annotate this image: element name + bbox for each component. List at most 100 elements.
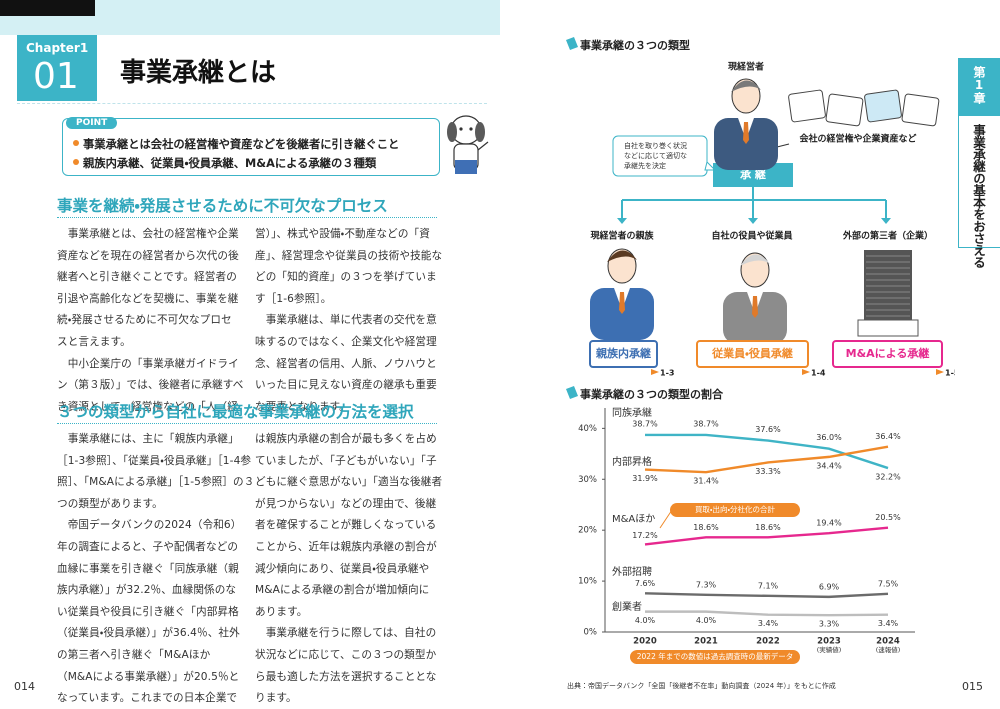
text-line: 中小企業庁の「事業承継ガイドライ [57,357,239,370]
value-label: 36.0% [816,433,842,442]
text-line: M&Aによる承継の割合が増加傾向に [255,584,430,597]
series-line [644,526,889,546]
ref-label: 1-4 [811,369,826,378]
source: 出典：帝国データバンク「全国「後継者不在率」動向調査（2024 年）」をもとに作… [567,681,836,690]
callout-text: 承継先を決定 [624,161,666,170]
text-line: 事業承継とは、会社の経営権や企業 [57,228,239,240]
title-icon [566,386,578,399]
value-label: 7.5% [878,579,899,588]
type-box [589,340,658,368]
annotation-box [670,503,800,517]
point-label: POINT [66,117,118,129]
side-tab-chapter: 第1章 [972,66,986,104]
callout-text: 自社を取り巻く状況 [624,141,687,150]
value-label: 7.1% [758,581,779,590]
x-tick-label: 2020 [633,637,657,647]
text-line: ン（第３版）」では、後継者に承継すべ [57,379,244,392]
side-tab-head [958,58,1000,116]
type-label: 従業員・役員承継 [711,346,793,360]
value-label: 37.6% [755,425,781,434]
text-line: ことから、近年は親族内承継の割合が [255,541,437,553]
value-label: 3.3% [819,620,840,629]
value-label: 34.4% [816,461,842,470]
figures: 事業承継の３つの類型 現経営者 会社の経営権や企業資産など 自社を取り巻く状況 … [566,37,955,690]
type-label: M&Aによる承継 [846,346,930,360]
chart-title: 事業承継の３つの類型の割合 [580,387,724,401]
value-label: 7.6% [635,579,656,588]
text-line: す［1-6参照］。 [255,292,332,305]
series-line [645,610,889,617]
document-icon [864,89,902,123]
text-line: 帝国データバンクの2024（令和6） [57,519,242,532]
x-tick-label: 2024 [876,637,900,647]
value-label: 17.2% [632,531,658,540]
type-label: 親族内承継 [595,346,651,360]
value-label: 38.7% [632,419,658,428]
callout-box [612,135,708,177]
chapter-number: 01 [33,56,79,97]
hair [607,250,637,262]
page-number: 014 [14,680,35,693]
text-line: 者を確保することが難しくなっている [255,519,437,532]
tie [619,292,625,314]
title-icon [566,37,578,50]
bullet [73,159,79,165]
series-name: 創業者 [612,600,642,613]
value-label: 19.4% [816,519,842,528]
ref-arrow [802,369,810,375]
page-title: 事業承継とは [120,58,277,88]
text-line: どもに継ぐ意思がない」「適当な後継者 [255,476,443,489]
x-tick-note: (実績値) [817,645,842,654]
chapter-label: Chapter1 [26,41,89,55]
text-line: スと言えます。 [57,336,131,348]
text-line: 産」、経営理念や従業員の技術や技能な [255,249,443,262]
annotation-leader [659,509,673,529]
value-label: 7.3% [696,580,717,589]
text-line: 減少傾向にあり、従業員・役員承継や [255,562,430,575]
value-label: 38.7% [693,419,719,428]
text-line: つの類型があります。 [57,497,163,510]
heading-rule [57,423,437,424]
series-name: M&Aほか [612,513,655,525]
arrowheads [617,218,891,224]
series-name: 同族承継 [612,406,652,419]
top-block [0,0,95,16]
x-tick-note: (速報値) [876,645,901,654]
y-tick-label: 0% [584,628,598,638]
branch-label: 自社の役員や従業員 [711,230,792,242]
text-line: 事業承継は、単に代表者の交代を意 [255,314,437,327]
text-line: 続・発展させるために不可欠なプロセ [57,314,232,327]
annotation-box [630,650,800,664]
value-label: 32.2% [875,473,901,482]
series-line [645,433,889,470]
assets-label: 会社の経営権や企業資産など [799,133,916,145]
tie [743,122,749,144]
ref-arrow [651,369,659,375]
text-line: の第三者へ引き継ぐ「M&Aほか [57,649,211,661]
text-line: 状況などに応じて、この３つの類型か [255,649,437,661]
series-line [644,445,889,474]
text-line: なっています。これまでの日本企業で [57,692,238,705]
branch-label: 現経営者の親族 [590,230,654,242]
value-label: 4.0% [635,616,656,625]
text-line: いった目に見えない資産の継承も重要 [255,379,437,392]
ref-arrow [936,369,944,375]
hair [731,80,761,92]
value-label: 3.4% [758,619,779,628]
text-line: どの「知的資産」の３つを挙げていま [255,271,437,284]
value-label: 3.4% [878,619,899,628]
text-line: 照］、「M&Aによる承継」［1-5参照］の３ [57,476,255,489]
value-label: 36.4% [875,432,901,441]
text-line: ら最も適した方法を選択することとな [255,670,437,683]
text-line: 営）」、株式や設備・不動産などの「資 [255,228,430,240]
point-item: 親族内承継、従業員・役員承継、M&Aによる承継の３種類 [83,157,377,170]
text-line: 資産などを現在の経営者から次代の後 [57,249,239,262]
text-line: 味するのではなく、企業文化や経営理 [255,336,437,348]
series-name: 外部招聘 [612,565,652,578]
page-number: 015 [962,680,983,693]
text-line: い従業員や役員に引き継ぐ「内部昇格 [57,605,239,618]
x-tick-label: 2021 [694,637,718,647]
type-box [832,340,943,368]
point-item: 事業承継とは会社の経営権や資産などを後継者に引き継ぐこと [83,138,400,151]
